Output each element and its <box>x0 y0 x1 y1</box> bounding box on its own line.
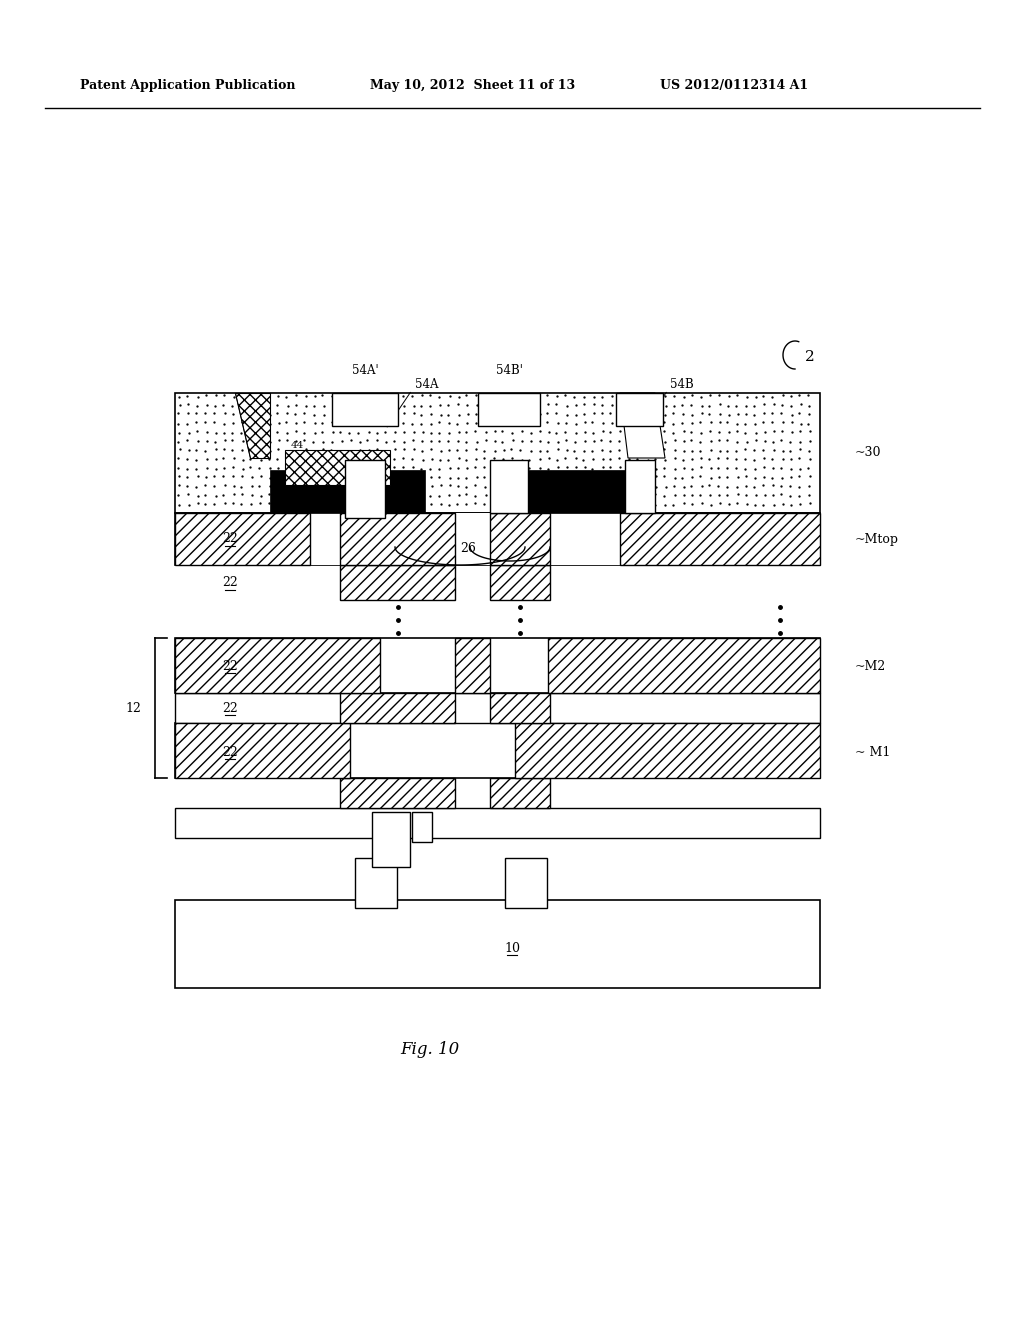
Polygon shape <box>620 393 665 458</box>
Text: 22: 22 <box>222 746 238 759</box>
Text: 12: 12 <box>125 701 141 714</box>
Text: 54A': 54A' <box>351 363 378 376</box>
Bar <box>175 723 350 777</box>
Bar <box>455 638 490 693</box>
Bar <box>490 565 550 601</box>
Bar <box>372 812 410 867</box>
Bar <box>490 461 527 512</box>
Text: 26: 26 <box>460 541 476 554</box>
Text: 22: 22 <box>222 532 238 545</box>
Text: Fig. 10: Fig. 10 <box>400 1041 460 1059</box>
Bar <box>505 470 655 513</box>
Bar <box>616 393 662 425</box>
Bar <box>340 693 455 723</box>
Bar <box>478 393 539 425</box>
Text: ~M2: ~M2 <box>855 660 886 672</box>
Bar <box>515 723 820 777</box>
Bar <box>548 638 820 693</box>
Text: ~30: ~30 <box>855 446 882 459</box>
Bar <box>175 565 820 601</box>
Bar <box>625 459 655 513</box>
Text: 54A: 54A <box>415 379 438 392</box>
Text: May 10, 2012  Sheet 11 of 13: May 10, 2012 Sheet 11 of 13 <box>370 78 575 91</box>
Text: 42B: 42B <box>559 488 581 498</box>
Text: 54B: 54B <box>670 379 693 392</box>
Bar <box>175 513 310 565</box>
Bar <box>490 777 550 808</box>
Text: 44: 44 <box>291 441 304 450</box>
Bar <box>340 777 455 808</box>
Bar <box>332 393 398 426</box>
Bar <box>175 693 820 723</box>
Bar <box>175 723 820 777</box>
Bar <box>616 393 663 426</box>
Bar <box>332 393 397 425</box>
Bar <box>175 638 820 693</box>
Bar <box>310 513 620 565</box>
Bar <box>412 812 432 842</box>
Bar <box>175 393 820 513</box>
Bar <box>478 393 540 426</box>
Text: 22: 22 <box>222 701 238 714</box>
Text: ~ M1: ~ M1 <box>855 746 891 759</box>
Bar <box>620 513 820 565</box>
Text: US 2012/0112314 A1: US 2012/0112314 A1 <box>660 78 808 91</box>
Text: 42A: 42A <box>309 491 331 499</box>
Text: ~Mtop: ~Mtop <box>855 532 899 545</box>
Bar <box>270 470 425 513</box>
Bar <box>490 459 528 513</box>
Text: 22: 22 <box>222 577 238 590</box>
Text: 10: 10 <box>504 941 520 954</box>
Bar <box>175 638 380 693</box>
Bar <box>175 900 820 987</box>
Bar <box>345 461 384 517</box>
Bar <box>345 459 385 517</box>
Bar <box>340 565 455 601</box>
Bar <box>175 513 820 565</box>
Text: 54B': 54B' <box>496 363 522 376</box>
Bar <box>355 858 397 908</box>
Bar <box>490 693 550 723</box>
Bar <box>285 450 390 484</box>
Bar <box>175 808 820 838</box>
Bar <box>505 858 547 908</box>
Bar <box>490 513 550 565</box>
Bar <box>625 461 654 512</box>
Bar <box>340 513 455 565</box>
Text: 22: 22 <box>222 660 238 672</box>
Text: 2: 2 <box>805 350 815 364</box>
Text: Patent Application Publication: Patent Application Publication <box>80 78 296 91</box>
Polygon shape <box>234 393 270 458</box>
